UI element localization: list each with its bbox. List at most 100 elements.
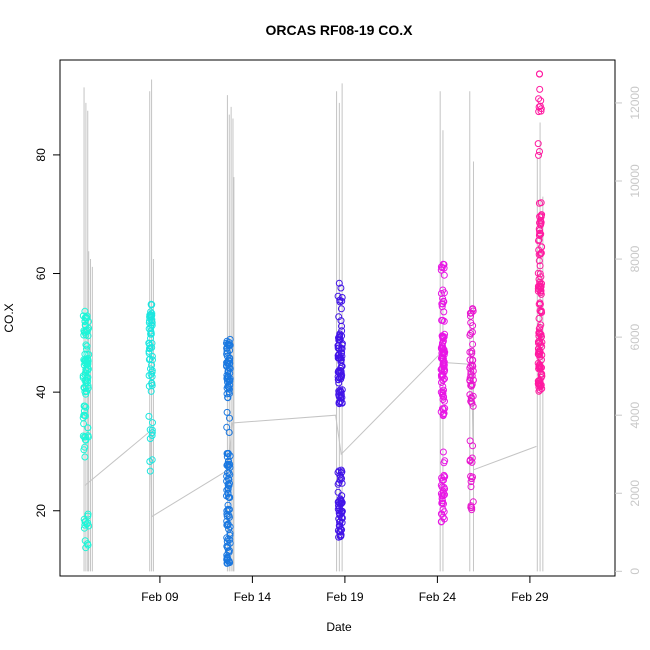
data-point-layer xyxy=(79,70,546,567)
data-point-rf19 xyxy=(537,341,545,349)
data-point-rf11 xyxy=(338,340,346,348)
data-point-rf19 xyxy=(537,290,545,298)
data-point-rf10 xyxy=(225,525,233,533)
data-point-rf12 xyxy=(440,289,448,297)
data-point-rf10 xyxy=(223,423,231,431)
data-point-rf10 xyxy=(224,469,231,477)
data-point-rf19 xyxy=(535,300,543,308)
y2-tick-label: 2000 xyxy=(628,480,642,507)
y2-tick-label: 0 xyxy=(628,568,642,575)
data-point-rf10 xyxy=(226,529,234,537)
data-point-rf11 xyxy=(336,495,344,503)
data-point-rf10 xyxy=(226,531,234,539)
data-point-rf11 xyxy=(336,500,344,508)
data-point-rf09 xyxy=(146,458,154,465)
data-point-rf09 xyxy=(148,373,156,381)
data-point-rf10 xyxy=(224,542,232,550)
data-point-rf09 xyxy=(147,327,155,335)
data-point-rf13 xyxy=(466,356,474,364)
data-point-rf09 xyxy=(146,467,154,475)
data-point-rf08 xyxy=(85,351,93,358)
data-point-rf13 xyxy=(467,393,475,401)
data-point-rf11 xyxy=(335,367,343,375)
data-point-rf09 xyxy=(147,330,155,338)
data-point-rf19 xyxy=(535,363,543,371)
x-axis: Feb 09 Feb 14 Feb 19 Feb 24 Feb 29 xyxy=(141,576,549,604)
data-point-rf08 xyxy=(82,331,90,339)
data-point-rf13 xyxy=(468,458,476,466)
data-point-rf08 xyxy=(84,382,92,390)
data-point-rf19 xyxy=(535,383,543,391)
y-tick-label: 60 xyxy=(34,267,48,281)
data-point-rf19 xyxy=(535,108,543,116)
data-point-rf11 xyxy=(338,492,346,500)
data-point-rf13 xyxy=(467,312,474,320)
data-point-rf13 xyxy=(468,372,476,380)
data-point-rf10 xyxy=(224,394,232,401)
data-point-rf13 xyxy=(469,498,477,506)
data-point-rf10 xyxy=(223,453,231,461)
data-point-rf08 xyxy=(82,341,90,349)
data-point-rf12 xyxy=(439,492,447,500)
data-point-rf19 xyxy=(534,285,542,293)
data-point-rf13 xyxy=(469,367,477,375)
data-point-rf09 xyxy=(147,300,155,308)
data-point-rf11 xyxy=(338,322,345,330)
data-point-rf19 xyxy=(536,323,544,331)
data-point-rf19 xyxy=(535,328,543,336)
data-point-rf09 xyxy=(145,372,153,379)
x-tick-label: Feb 19 xyxy=(326,590,364,604)
data-point-rf19 xyxy=(537,217,544,225)
data-point-rf09 xyxy=(149,419,156,427)
x-tick-label: Feb 14 xyxy=(234,590,272,604)
data-point-rf12 xyxy=(439,339,446,347)
data-point-rf11 xyxy=(334,527,342,534)
data-point-rf12 xyxy=(438,303,446,311)
data-point-rf19 xyxy=(536,280,544,288)
data-point-rf09 xyxy=(147,308,155,316)
data-point-rf08 xyxy=(81,537,89,545)
data-point-rf19 xyxy=(537,97,545,105)
data-point-rf19 xyxy=(535,315,543,322)
data-point-rf12 xyxy=(439,335,447,343)
data-point-rf10 xyxy=(226,354,234,362)
data-point-rf08 xyxy=(81,453,89,461)
data-point-rf09 xyxy=(145,412,153,420)
data-point-rf11 xyxy=(335,533,343,541)
data-point-rf08 xyxy=(81,317,89,325)
x-tick-label: Feb 29 xyxy=(511,590,549,604)
data-point-rf09 xyxy=(148,429,156,437)
data-point-rf12 xyxy=(439,300,447,308)
data-point-rf10 xyxy=(223,477,231,485)
data-point-rf12 xyxy=(441,485,449,493)
data-point-rf19 xyxy=(534,269,542,277)
data-point-rf13 xyxy=(469,376,477,384)
data-point-rf10 xyxy=(224,450,232,458)
data-point-rf13 xyxy=(469,340,477,348)
data-point-rf19 xyxy=(536,337,544,345)
data-point-rf13 xyxy=(469,442,477,450)
data-point-rf19 xyxy=(535,257,543,265)
data-point-rf12 xyxy=(440,271,448,279)
data-point-rf10 xyxy=(223,512,231,520)
data-point-rf10 xyxy=(223,556,231,564)
data-point-rf13 xyxy=(466,348,474,356)
data-point-rf12 xyxy=(440,473,448,481)
data-point-rf11 xyxy=(335,509,343,517)
data-point-rf12 xyxy=(440,508,448,516)
data-point-rf10 xyxy=(225,506,233,513)
chart-title: ORCAS RF08-19 CO.X xyxy=(265,22,413,38)
data-point-rf09 xyxy=(148,432,156,439)
y2-tick-label: 12000 xyxy=(628,86,642,120)
data-point-rf08 xyxy=(81,350,89,358)
data-point-rf08 xyxy=(85,522,93,530)
data-point-rf09 xyxy=(148,382,156,389)
data-point-rf10 xyxy=(224,485,232,493)
data-point-rf08 xyxy=(79,414,87,422)
y2-tick-label: 8000 xyxy=(628,245,642,272)
data-point-rf09 xyxy=(147,324,155,332)
data-point-rf13 xyxy=(469,305,477,313)
data-point-rf13 xyxy=(466,331,474,339)
data-point-rf08 xyxy=(82,403,90,411)
